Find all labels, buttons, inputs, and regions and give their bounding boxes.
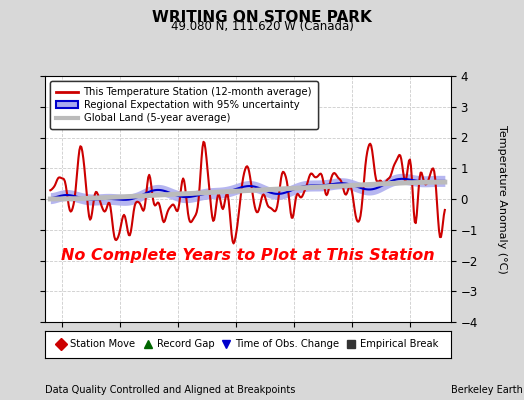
Legend: Station Move, Record Gap, Time of Obs. Change, Empirical Break: Station Move, Record Gap, Time of Obs. C… — [53, 336, 442, 352]
Text: WRITING ON STONE PARK: WRITING ON STONE PARK — [152, 10, 372, 25]
Y-axis label: Temperature Anomaly (°C): Temperature Anomaly (°C) — [497, 125, 507, 273]
Text: No Complete Years to Plot at This Station: No Complete Years to Plot at This Statio… — [61, 248, 434, 263]
Text: 49.080 N, 111.620 W (Canada): 49.080 N, 111.620 W (Canada) — [171, 20, 353, 33]
Legend: This Temperature Station (12-month average), Regional Expectation with 95% uncer: This Temperature Station (12-month avera… — [50, 81, 318, 129]
Text: Data Quality Controlled and Aligned at Breakpoints: Data Quality Controlled and Aligned at B… — [45, 385, 295, 395]
Text: Berkeley Earth: Berkeley Earth — [451, 385, 522, 395]
